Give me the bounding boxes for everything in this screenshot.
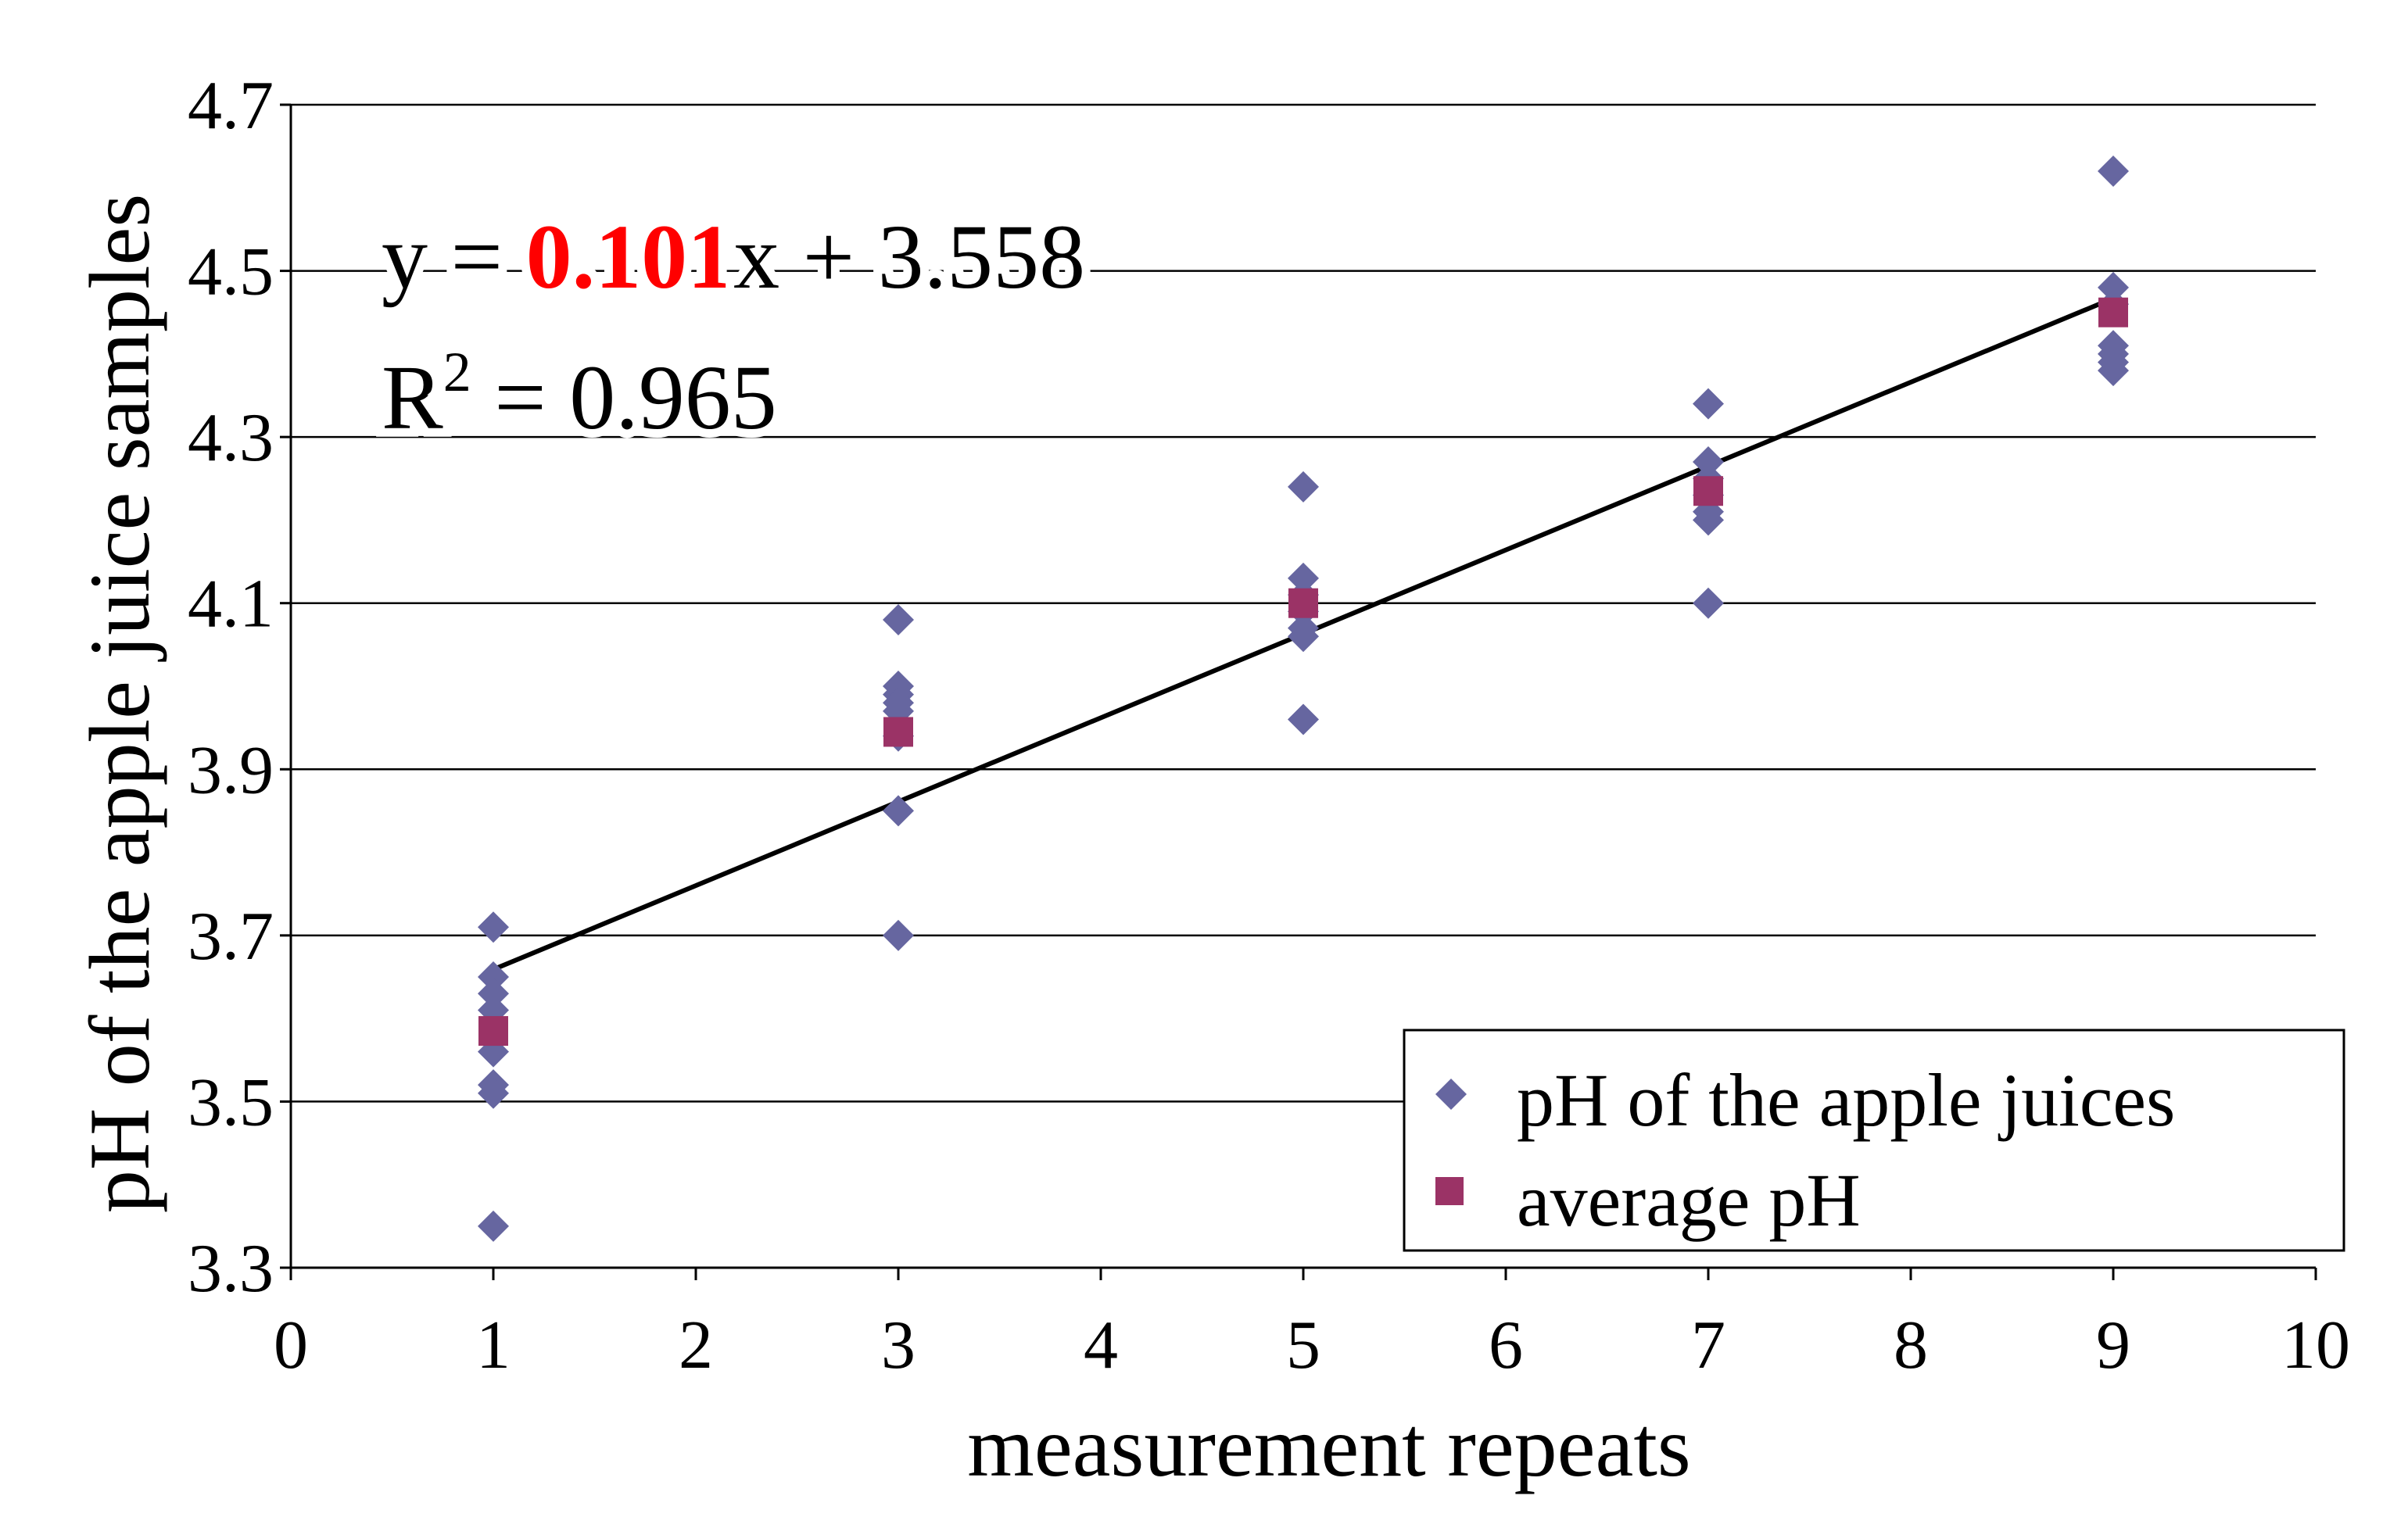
equation-prefix: y =	[382, 206, 526, 308]
average-ph-square-marker	[1693, 476, 1723, 506]
legend-box	[1403, 1029, 2345, 1252]
y-tick-label: 4.1	[188, 567, 274, 642]
ph-diamond-marker	[478, 978, 509, 1010]
ph-diamond-marker	[883, 795, 914, 827]
ph-diamond-marker	[478, 911, 509, 943]
ph-diamond-marker	[1693, 504, 1724, 536]
ph-diamond-marker	[2098, 355, 2129, 387]
x-tick-label: 3	[881, 1308, 916, 1383]
x-tick-label: 7	[1691, 1308, 1725, 1383]
x-tick-label: 6	[1489, 1308, 1523, 1383]
y-tick-labels: 3.3 3.5 3.7 3.9 4.1 4.3 4.5 4.7	[188, 68, 274, 1307]
ph-diamond-marker	[883, 603, 914, 635]
average-ph-square-marker	[478, 1016, 508, 1047]
x-axis-title: measurement repeats	[967, 1399, 1690, 1494]
data-points	[478, 156, 2129, 1242]
ph-diamond-marker	[478, 1077, 509, 1109]
ph-diamond-marker	[1693, 446, 1724, 478]
legend-diamond-marker	[1435, 1079, 1467, 1110]
gridlines	[291, 103, 2316, 1103]
x-tick-label: 8	[1894, 1308, 1928, 1383]
ph-diamond-marker	[1288, 621, 1319, 653]
x-tick-labels: 0 1 2 3 4 5 6 7 8 9 10	[274, 1308, 2350, 1383]
ph-diamond-marker	[2098, 156, 2129, 188]
y-tick-label: 3.9	[188, 732, 274, 808]
ph-diamond-marker	[1288, 562, 1319, 594]
ph-diamond-marker	[1693, 587, 1724, 619]
equation-suffix: x + 3.558	[733, 206, 1085, 308]
equation-slope: 0.101	[526, 206, 734, 308]
r-squared-label: R2 = 0.965	[382, 341, 777, 449]
legend-entry-average: average pH	[1517, 1158, 1861, 1242]
r-squared-prefix: R	[382, 346, 443, 449]
ph-diamond-marker	[1288, 471, 1319, 503]
ph-diamond-marker	[2098, 271, 2129, 303]
y-tick-label: 4.7	[188, 68, 274, 144]
x-tick-label: 5	[1286, 1308, 1320, 1383]
legend-square-marker	[1435, 1177, 1464, 1205]
average-ph-square-marker	[2098, 297, 2128, 327]
average-ph-square-marker	[883, 717, 913, 747]
x-tick-label: 4	[1084, 1308, 1118, 1383]
ph-diamond-marker	[478, 961, 509, 993]
ph-diamond-marker	[1288, 703, 1319, 735]
axes	[280, 103, 2317, 1280]
ph-diamond-marker	[478, 1210, 509, 1242]
y-tick-label: 4.3	[188, 400, 274, 476]
y-tick-label: 3.3	[188, 1231, 274, 1307]
x-tick-label: 9	[2096, 1308, 2130, 1383]
x-tick-label: 0	[274, 1308, 308, 1383]
trendline-equation: y = 0.101x + 3.558	[382, 206, 1085, 308]
r-squared-superscript: 2	[443, 341, 471, 403]
r-squared-suffix: = 0.965	[471, 346, 777, 449]
x-tick-label: 10	[2281, 1308, 2350, 1383]
ph-diamond-marker	[1693, 388, 1724, 420]
average-ph-square-marker	[1288, 588, 1318, 618]
x-tick-label: 2	[679, 1308, 713, 1383]
y-tick-label: 3.7	[188, 899, 274, 975]
ph-diamond-marker	[883, 919, 914, 951]
y-tick-label: 4.5	[188, 234, 274, 310]
x-tick-label: 1	[476, 1308, 511, 1383]
y-tick-label: 3.5	[188, 1064, 274, 1140]
legend: pH of the apple juices average pH	[1403, 1029, 2345, 1252]
legend-entry-ph: pH of the apple juices	[1517, 1058, 2175, 1142]
y-axis-title: pH of the apple juice samples	[72, 194, 167, 1213]
